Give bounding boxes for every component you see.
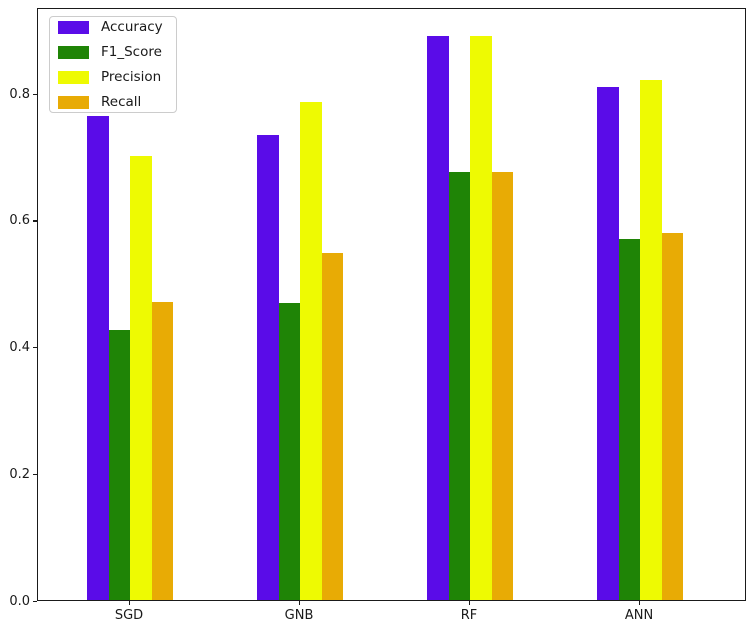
y-tick-mark <box>33 220 37 222</box>
y-tick-label: 0.8 <box>9 86 30 102</box>
bar-gnb-accuracy <box>257 134 279 600</box>
legend-item-precision: Precision <box>58 69 176 85</box>
x-tick-label-rf: RF <box>460 608 478 623</box>
bar-ann-f1_score <box>618 239 640 600</box>
x-tick-label-ann: ANN <box>624 608 654 623</box>
bar-ann-accuracy <box>597 86 619 600</box>
legend: Accuracy F1_Score Precision Recall <box>49 16 177 113</box>
x-tick-mark <box>638 601 640 605</box>
legend-swatch-accuracy <box>58 20 89 34</box>
legend-item-accuracy: Accuracy <box>58 19 176 35</box>
x-tick-mark <box>468 601 470 605</box>
y-tick-label: 0.0 <box>9 593 30 609</box>
bar-rf-precision <box>470 36 492 600</box>
bar-ann-precision <box>640 79 662 600</box>
y-tick-mark <box>33 93 37 95</box>
bar-sgd-accuracy <box>87 116 109 600</box>
legend-item-f1_score: F1_Score <box>58 44 176 60</box>
legend-label: Precision <box>101 69 162 85</box>
plot-area <box>37 8 746 601</box>
x-tick-label-sgd: SGD <box>114 608 144 623</box>
legend-label: F1_Score <box>101 44 162 60</box>
x-tick-mark <box>298 601 300 605</box>
bar-rf-recall <box>491 171 513 600</box>
bar-rf-f1_score <box>448 171 470 600</box>
bar-sgd-f1_score <box>108 330 130 600</box>
bar-sgd-recall <box>151 301 173 600</box>
y-tick-mark <box>33 473 37 476</box>
y-tick-label: 0.6 <box>9 213 30 229</box>
y-tick-label: 0.4 <box>9 340 30 356</box>
legend-swatch-f1_score <box>58 45 89 59</box>
legend-item-recall: Recall <box>58 94 176 110</box>
legend-swatch-recall <box>58 95 89 109</box>
bar-gnb-recall <box>321 252 343 600</box>
legend-label: Recall <box>101 94 142 110</box>
y-tick-mark <box>33 600 37 602</box>
legend-swatch-precision <box>58 70 89 84</box>
bar-gnb-precision <box>300 101 322 600</box>
y-tick-label: 0.2 <box>9 466 30 482</box>
bar-gnb-f1_score <box>278 302 300 600</box>
bar-ann-recall <box>661 232 683 600</box>
legend-label: Accuracy <box>101 19 163 35</box>
y-tick-mark <box>33 347 37 349</box>
bar-sgd-precision <box>130 156 152 600</box>
x-tick-mark <box>128 601 130 605</box>
x-tick-label-gnb: GNB <box>284 608 314 623</box>
bar-rf-accuracy <box>427 36 449 600</box>
